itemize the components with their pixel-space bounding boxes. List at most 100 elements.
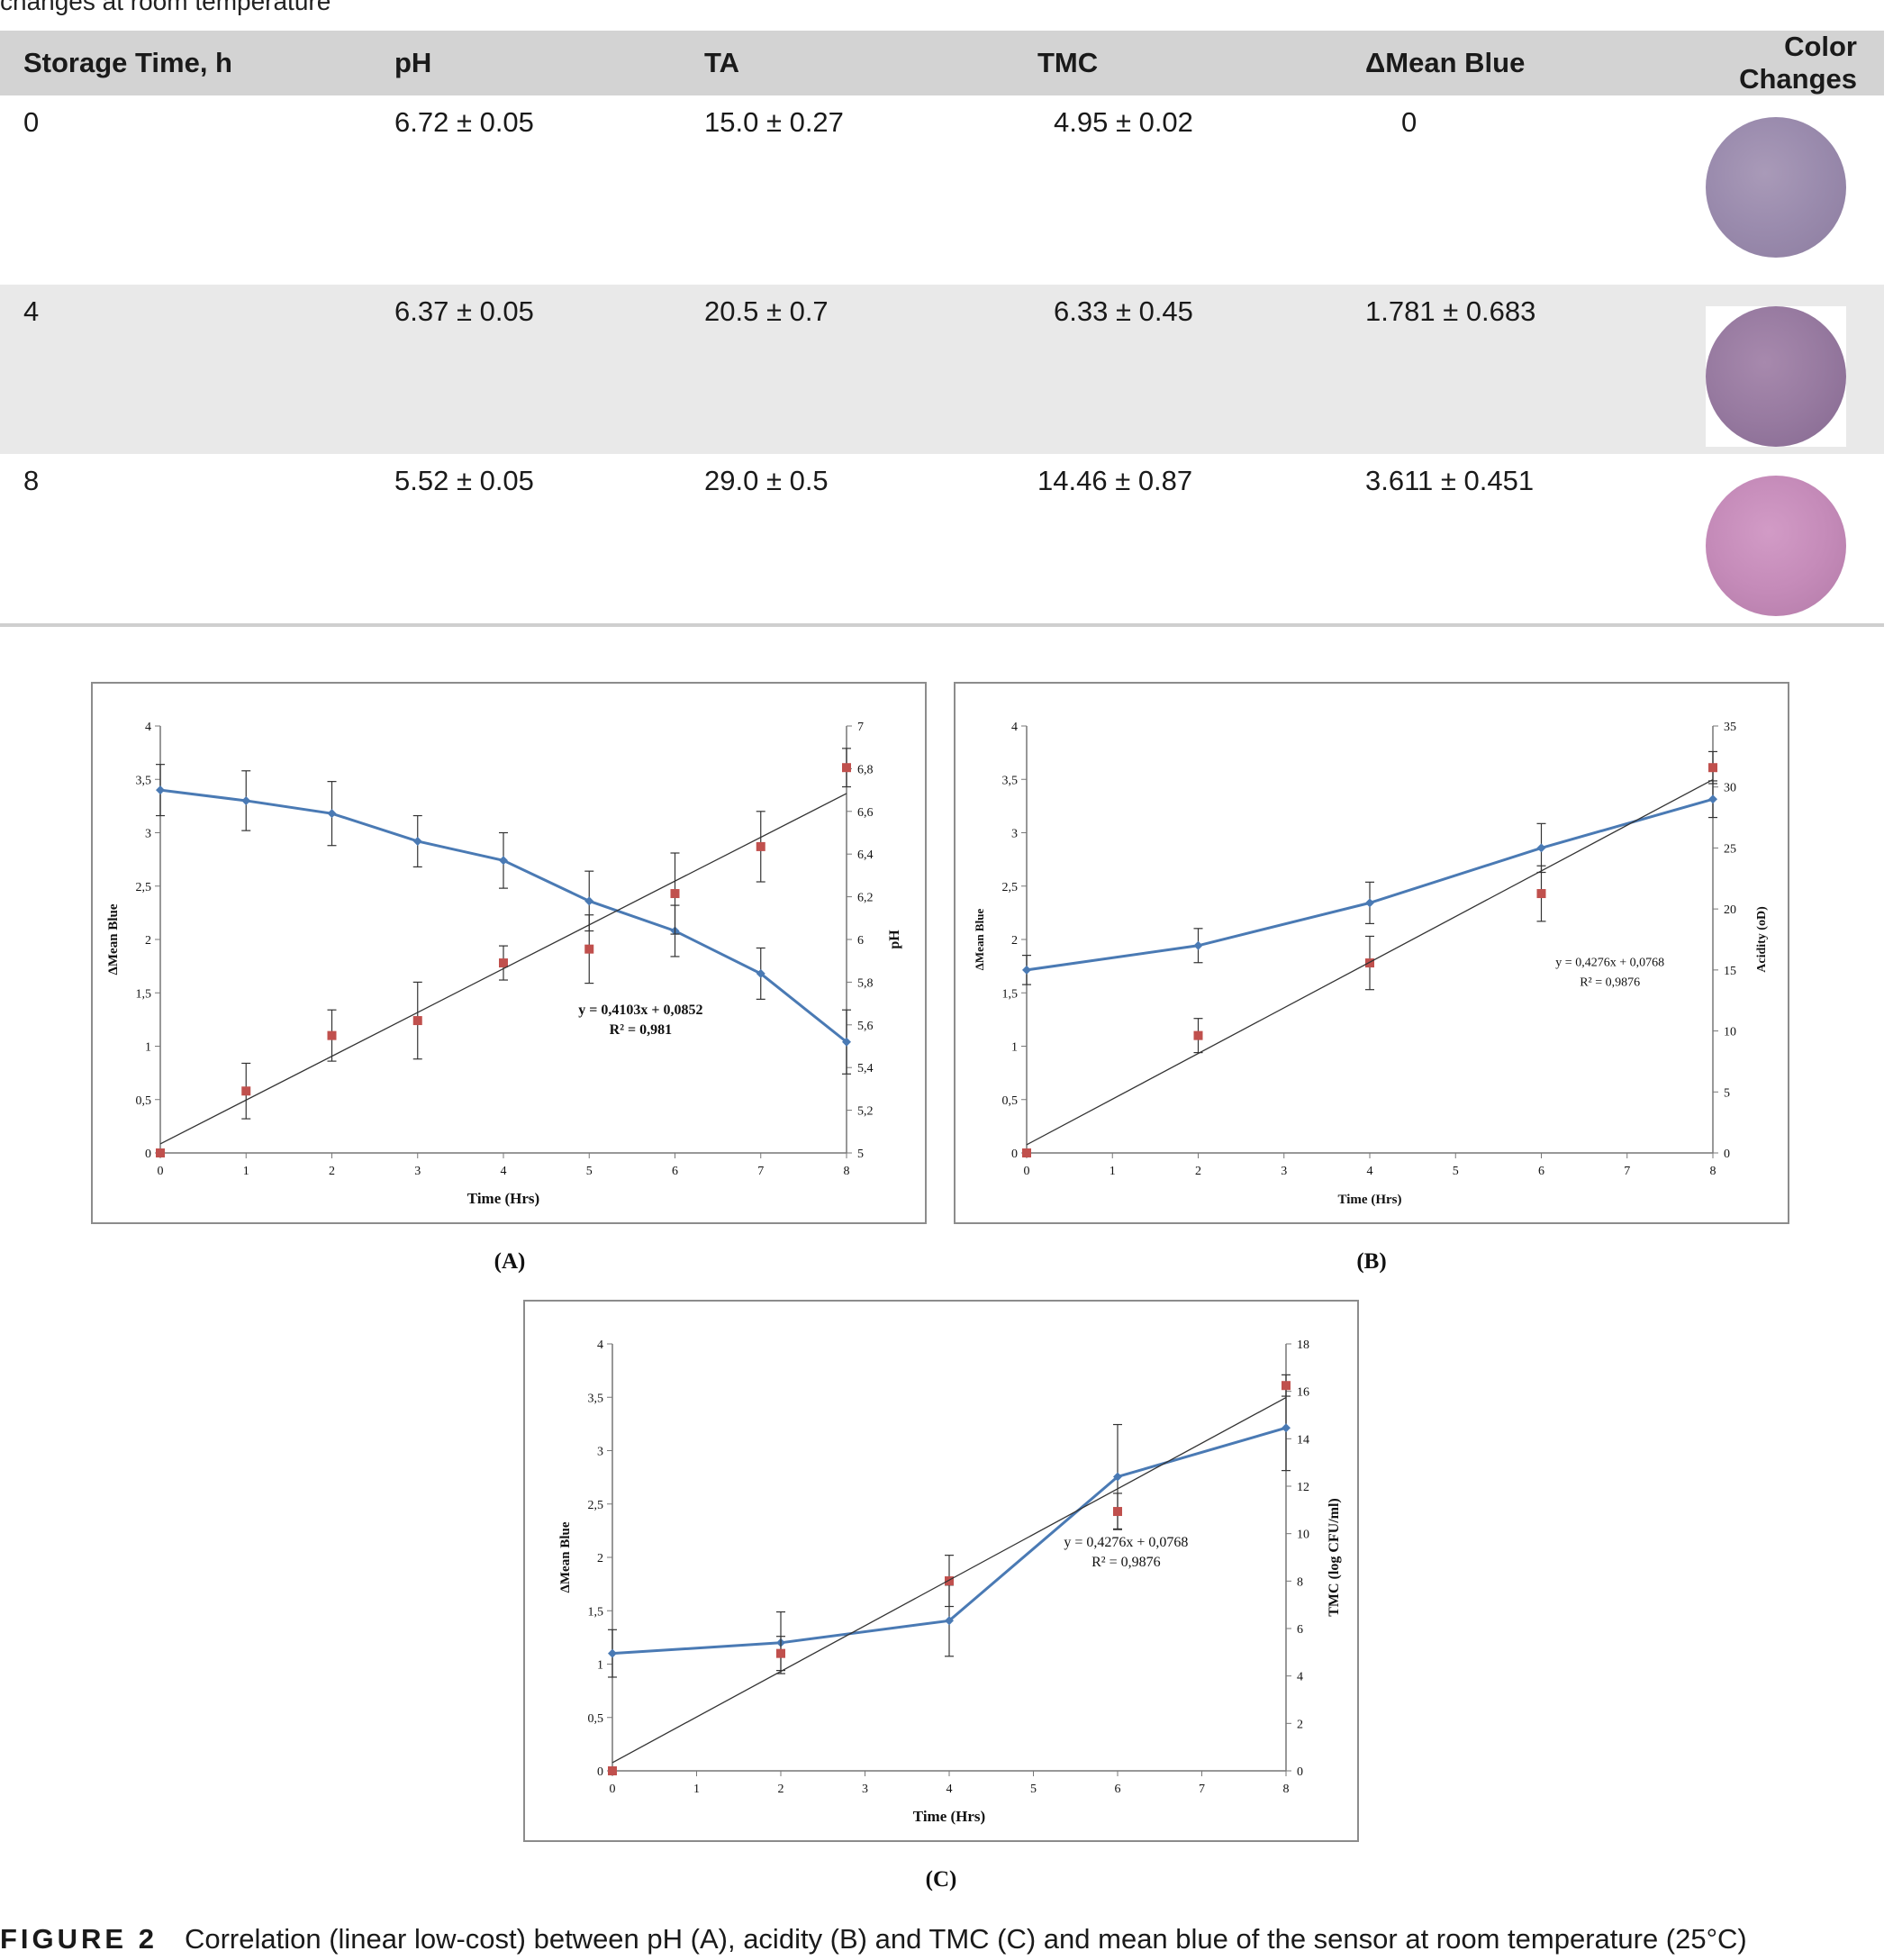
y-tick-label: 1,5 — [1002, 987, 1019, 1001]
y2-tick-label: 10 — [1724, 1026, 1736, 1039]
series-point — [327, 1030, 337, 1040]
color-swatch — [1706, 117, 1846, 258]
series-point — [1536, 843, 1546, 853]
chart-frame — [523, 1300, 1359, 1842]
y-tick-label: 2,5 — [136, 881, 152, 894]
y2-tick-label: 2 — [1297, 1718, 1303, 1731]
series-point — [156, 1148, 165, 1157]
y2-tick-label: 30 — [1724, 782, 1736, 795]
series-point — [1113, 1472, 1122, 1482]
y-tick-label: 1 — [145, 1041, 151, 1055]
y2-axis-label: TMC (log CFU/ml) — [1327, 1498, 1342, 1617]
y-axis-label: ΔMean Blue — [973, 909, 986, 971]
y2-tick-label: 10 — [1297, 1529, 1309, 1542]
panel-label: (C) — [926, 1867, 957, 1892]
x-tick-label: 4 — [1367, 1165, 1373, 1178]
y-tick-label: 0 — [145, 1148, 151, 1161]
chart-frame — [91, 682, 927, 1224]
series-point — [756, 841, 765, 851]
y-tick-label: 3,5 — [588, 1392, 604, 1405]
cell-ta: 29.0 ± 0.5 — [704, 465, 829, 496]
y-tick-label: 1 — [597, 1659, 603, 1673]
header-storage-time: Storage Time, h — [23, 47, 232, 78]
y-tick-label: 0,5 — [1002, 1094, 1019, 1108]
y2-axis-label: pH — [887, 930, 902, 949]
y-tick-label: 0,5 — [588, 1712, 604, 1726]
x-tick-label: 8 — [1283, 1783, 1290, 1796]
y-tick-label: 1,5 — [588, 1605, 604, 1619]
x-tick-label: 8 — [844, 1165, 850, 1178]
cell-time: 8 — [23, 465, 40, 496]
x-tick-label: 1 — [243, 1165, 249, 1178]
y2-tick-label: 6 — [1297, 1623, 1303, 1637]
y2-tick-label: 6,8 — [857, 763, 874, 776]
x-tick-label: 2 — [329, 1165, 335, 1178]
series-point — [670, 889, 680, 899]
series-point — [608, 1766, 617, 1775]
series-point — [608, 1648, 617, 1658]
y2-tick-label: 20 — [1724, 903, 1736, 917]
header-mean-blue: ΔMean Blue — [1365, 47, 1526, 78]
trendline — [611, 1396, 1287, 1764]
storage-table: Storage Time, h pH TA TMC ΔMean Blue Col… — [0, 31, 1884, 627]
series-point — [1022, 965, 1031, 975]
series-point — [1708, 763, 1717, 773]
y2-tick-label: 0 — [1297, 1765, 1303, 1779]
x-tick-label: 0 — [1024, 1165, 1030, 1178]
table-header-row: Storage Time, h pH TA TMC ΔMean Blue Col… — [0, 31, 1884, 95]
cell-tmc: 14.46 ± 0.87 — [1037, 465, 1193, 496]
series-point — [412, 1016, 422, 1026]
series-point — [156, 785, 165, 795]
x-tick-label: 1 — [693, 1783, 700, 1796]
x-tick-label: 1 — [1110, 1165, 1116, 1178]
cell-mean-blue: 3.611 ± 0.451 — [1365, 465, 1535, 496]
header-tmc: TMC — [1037, 47, 1099, 78]
x-axis-label: Time (Hrs) — [1338, 1193, 1402, 1207]
y-tick-label: 1 — [1011, 1041, 1018, 1055]
series-point — [1193, 1030, 1203, 1040]
y-tick-label: 3,5 — [1002, 774, 1019, 787]
y2-tick-label: 8 — [1297, 1575, 1303, 1589]
y2-tick-label: 0 — [1724, 1148, 1730, 1161]
series-point — [1365, 958, 1374, 968]
x-axis-label: Time (Hrs) — [467, 1190, 539, 1207]
table-row: 8 5.52 ± 0.05 29.0 ± 0.5 14.46 ± 0.87 3.… — [0, 454, 1884, 625]
y-tick-label: 0,5 — [136, 1094, 152, 1108]
y-tick-label: 2,5 — [588, 1499, 604, 1512]
series-point — [1365, 898, 1374, 908]
x-tick-label: 2 — [1195, 1165, 1201, 1178]
y2-tick-label: 7 — [857, 721, 864, 734]
y2-tick-label: 12 — [1297, 1481, 1309, 1494]
table-caption-fragment: changes at room temperature — [0, 0, 331, 15]
trendline — [1026, 778, 1714, 1146]
y2-axis-label: Acidity (oD) — [1755, 906, 1769, 973]
cell-ph: 5.52 ± 0.05 — [394, 465, 534, 496]
y2-tick-label: 6,6 — [857, 806, 874, 820]
y-tick-label: 0 — [1011, 1148, 1018, 1161]
y2-tick-label: 15 — [1724, 965, 1736, 978]
series-point — [1282, 1381, 1291, 1391]
cell-ph: 6.37 ± 0.05 — [394, 295, 534, 327]
y-tick-label: 4 — [145, 721, 151, 734]
series-point — [842, 1037, 851, 1047]
y-tick-label: 3 — [1011, 828, 1018, 841]
y-tick-label: 2,5 — [1002, 881, 1019, 894]
header-ta: TA — [704, 47, 740, 78]
y2-tick-label: 6,2 — [857, 892, 874, 905]
x-tick-label: 0 — [610, 1783, 616, 1796]
series-point — [842, 763, 851, 773]
panel-label: (A) — [494, 1249, 526, 1274]
panel-label: (B) — [1356, 1249, 1386, 1274]
table-row: 0 6.72 ± 0.05 15.0 ± 0.27 4.95 ± 0.02 0 — [0, 95, 1884, 285]
y2-tick-label: 18 — [1297, 1338, 1309, 1352]
y2-tick-label: 5,6 — [857, 1020, 874, 1033]
figure-caption-text: Correlation (linear low-cost) between pH… — [184, 1923, 1747, 1955]
r-squared-label: R² = 0,981 — [610, 1022, 672, 1038]
color-swatch — [1706, 476, 1846, 616]
chart-panel-2: 0 1 2 3 4 5 6 7 800,511,522,533,5402468101214161… — [523, 1300, 1359, 1892]
y2-tick-label: 25 — [1724, 842, 1736, 856]
series-point — [1113, 1507, 1122, 1517]
x-tick-label: 4 — [501, 1165, 507, 1178]
r-squared-label: R² = 0,9876 — [1091, 1555, 1161, 1570]
